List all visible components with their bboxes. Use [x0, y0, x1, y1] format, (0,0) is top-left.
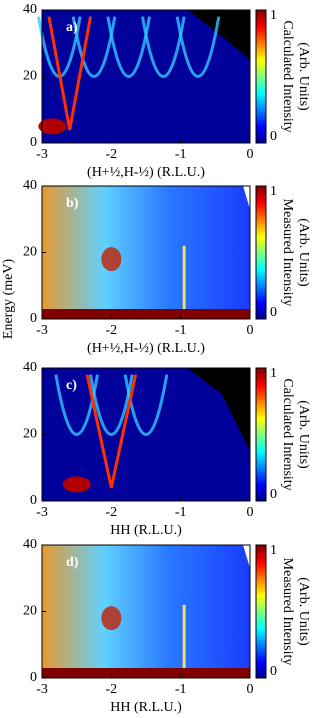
colorbar-tick-label: 0: [270, 664, 277, 679]
heatmap-background: [42, 186, 250, 319]
dispersion: [141, 16, 186, 78]
heatmap-blackout: [187, 368, 250, 452]
dispersion-strong: [85, 374, 138, 489]
y-tick-label: 0: [30, 311, 37, 326]
panel: [42, 545, 250, 678]
colorbar-tick-label: 1: [270, 366, 277, 381]
x-axis-label: (H+½,H-½) (R.L.U.): [87, 165, 205, 180]
panel-label: c): [66, 378, 77, 393]
colorbar-label: Measured Intensity: [280, 199, 295, 307]
colorbar-tick-label: 1: [270, 184, 277, 199]
x-axis-label: (H+½,H-½) (R.L.U.): [87, 341, 205, 356]
x-tick-label: -2: [105, 323, 117, 338]
dispersion: [175, 16, 221, 78]
x-tick-label: -2: [105, 505, 117, 520]
colorbar: [255, 544, 267, 679]
panel: [42, 186, 250, 319]
hot-spot: [38, 118, 67, 135]
x-tick-label: -3: [36, 323, 48, 338]
y-tick-label: 20: [23, 604, 37, 619]
y-tick-label: 40: [23, 178, 37, 193]
x-tick-label: -1: [175, 682, 187, 697]
colorbar-tick-label: 0: [270, 305, 277, 320]
no-data: [243, 545, 250, 569]
colorbar-label: Calculated Intensity: [280, 378, 295, 490]
y-tick-label: 20: [23, 245, 37, 260]
x-tick-label: -3: [36, 505, 48, 520]
dispersion: [71, 16, 117, 78]
no-data: [243, 186, 250, 210]
colorbar-label: Measured Intensity: [280, 558, 295, 666]
x-tick-label: 0: [247, 147, 254, 162]
x-tick-label: -1: [175, 147, 187, 162]
x-tick-label: 0: [247, 505, 254, 520]
y-tick-label: 20: [23, 69, 37, 84]
panel-label: a): [66, 20, 78, 35]
y-tick-label: 40: [23, 360, 37, 375]
elastic-line: [42, 309, 250, 319]
x-axis-label: HH (R.L.U.): [110, 700, 182, 715]
colorbar: [255, 367, 267, 502]
dispersion-strong: [47, 16, 93, 130]
colorbar-tick-label: 0: [270, 487, 277, 502]
hot-spot: [101, 247, 122, 272]
y-tick-label: 0: [30, 135, 37, 150]
y-tick-label: 0: [30, 670, 37, 685]
colorbar-label: (Arb. Units): [296, 577, 311, 646]
dispersion: [106, 16, 151, 78]
y-tick-label: 20: [23, 427, 37, 442]
colorbar-label: (Arb. Units): [296, 400, 311, 469]
colorbar-tick-label: 1: [270, 8, 277, 23]
y-axis-label: Energy (meV): [1, 259, 16, 340]
panel: [42, 368, 250, 501]
y-tick-label: 40: [23, 2, 37, 17]
x-tick-label: -3: [36, 147, 48, 162]
x-tick-label: -3: [36, 682, 48, 697]
colorbar-label: Calculated Intensity: [280, 20, 295, 132]
colorbar: [255, 185, 267, 320]
panel-label: b): [66, 196, 79, 211]
y-tick-label: 0: [30, 493, 37, 508]
x-tick-label: 0: [247, 323, 254, 338]
x-tick-label: -2: [105, 682, 117, 697]
colorbar-label: (Arb. Units): [296, 42, 311, 111]
x-tick-label: -1: [175, 505, 187, 520]
hot-spot: [101, 606, 122, 631]
heatmap-background: [42, 545, 250, 678]
panel: [37, 10, 250, 143]
colorbar-tick-label: 1: [270, 543, 277, 558]
x-tick-label: -2: [105, 147, 117, 162]
y-tick-label: 40: [23, 537, 37, 552]
colorbar-label: (Arb. Units): [296, 218, 311, 287]
elastic-line: [42, 668, 250, 678]
x-tick-label: 0: [247, 682, 254, 697]
dispersion: [89, 374, 134, 436]
x-tick-label: -1: [175, 323, 187, 338]
hot-spot: [62, 476, 91, 493]
heatmap-blackout: [187, 10, 250, 60]
colorbar: [255, 9, 267, 144]
colorbar-tick-label: 0: [270, 129, 277, 144]
x-axis-label: HH (R.L.U.): [110, 523, 182, 538]
panel-label: d): [66, 555, 79, 570]
